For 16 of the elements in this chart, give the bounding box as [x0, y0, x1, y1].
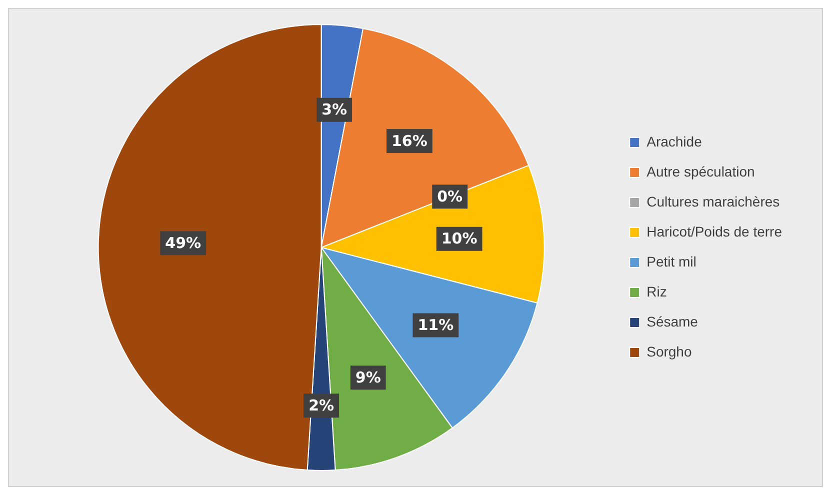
data-label: 11%: [418, 316, 454, 334]
legend-label: Autre spéculation: [646, 163, 755, 180]
legend-label: Sésame: [646, 313, 698, 330]
data-label: 10%: [441, 230, 478, 248]
legend-label: Petit mil: [646, 253, 696, 270]
data-label: 3%: [322, 100, 348, 119]
legend-label: Cultures maraichères: [646, 193, 780, 210]
legend-label: Sorgho: [646, 343, 692, 360]
data-label: 49%: [165, 234, 202, 252]
data-label: 16%: [391, 132, 428, 150]
legend-label: Riz: [646, 283, 667, 300]
data-label: 2%: [308, 396, 334, 414]
data-label: 9%: [355, 368, 381, 386]
text: 0%: [437, 187, 463, 206]
legend-label: Haricot/Poids de terre: [646, 223, 782, 240]
legend-label: Arachide: [646, 133, 702, 150]
